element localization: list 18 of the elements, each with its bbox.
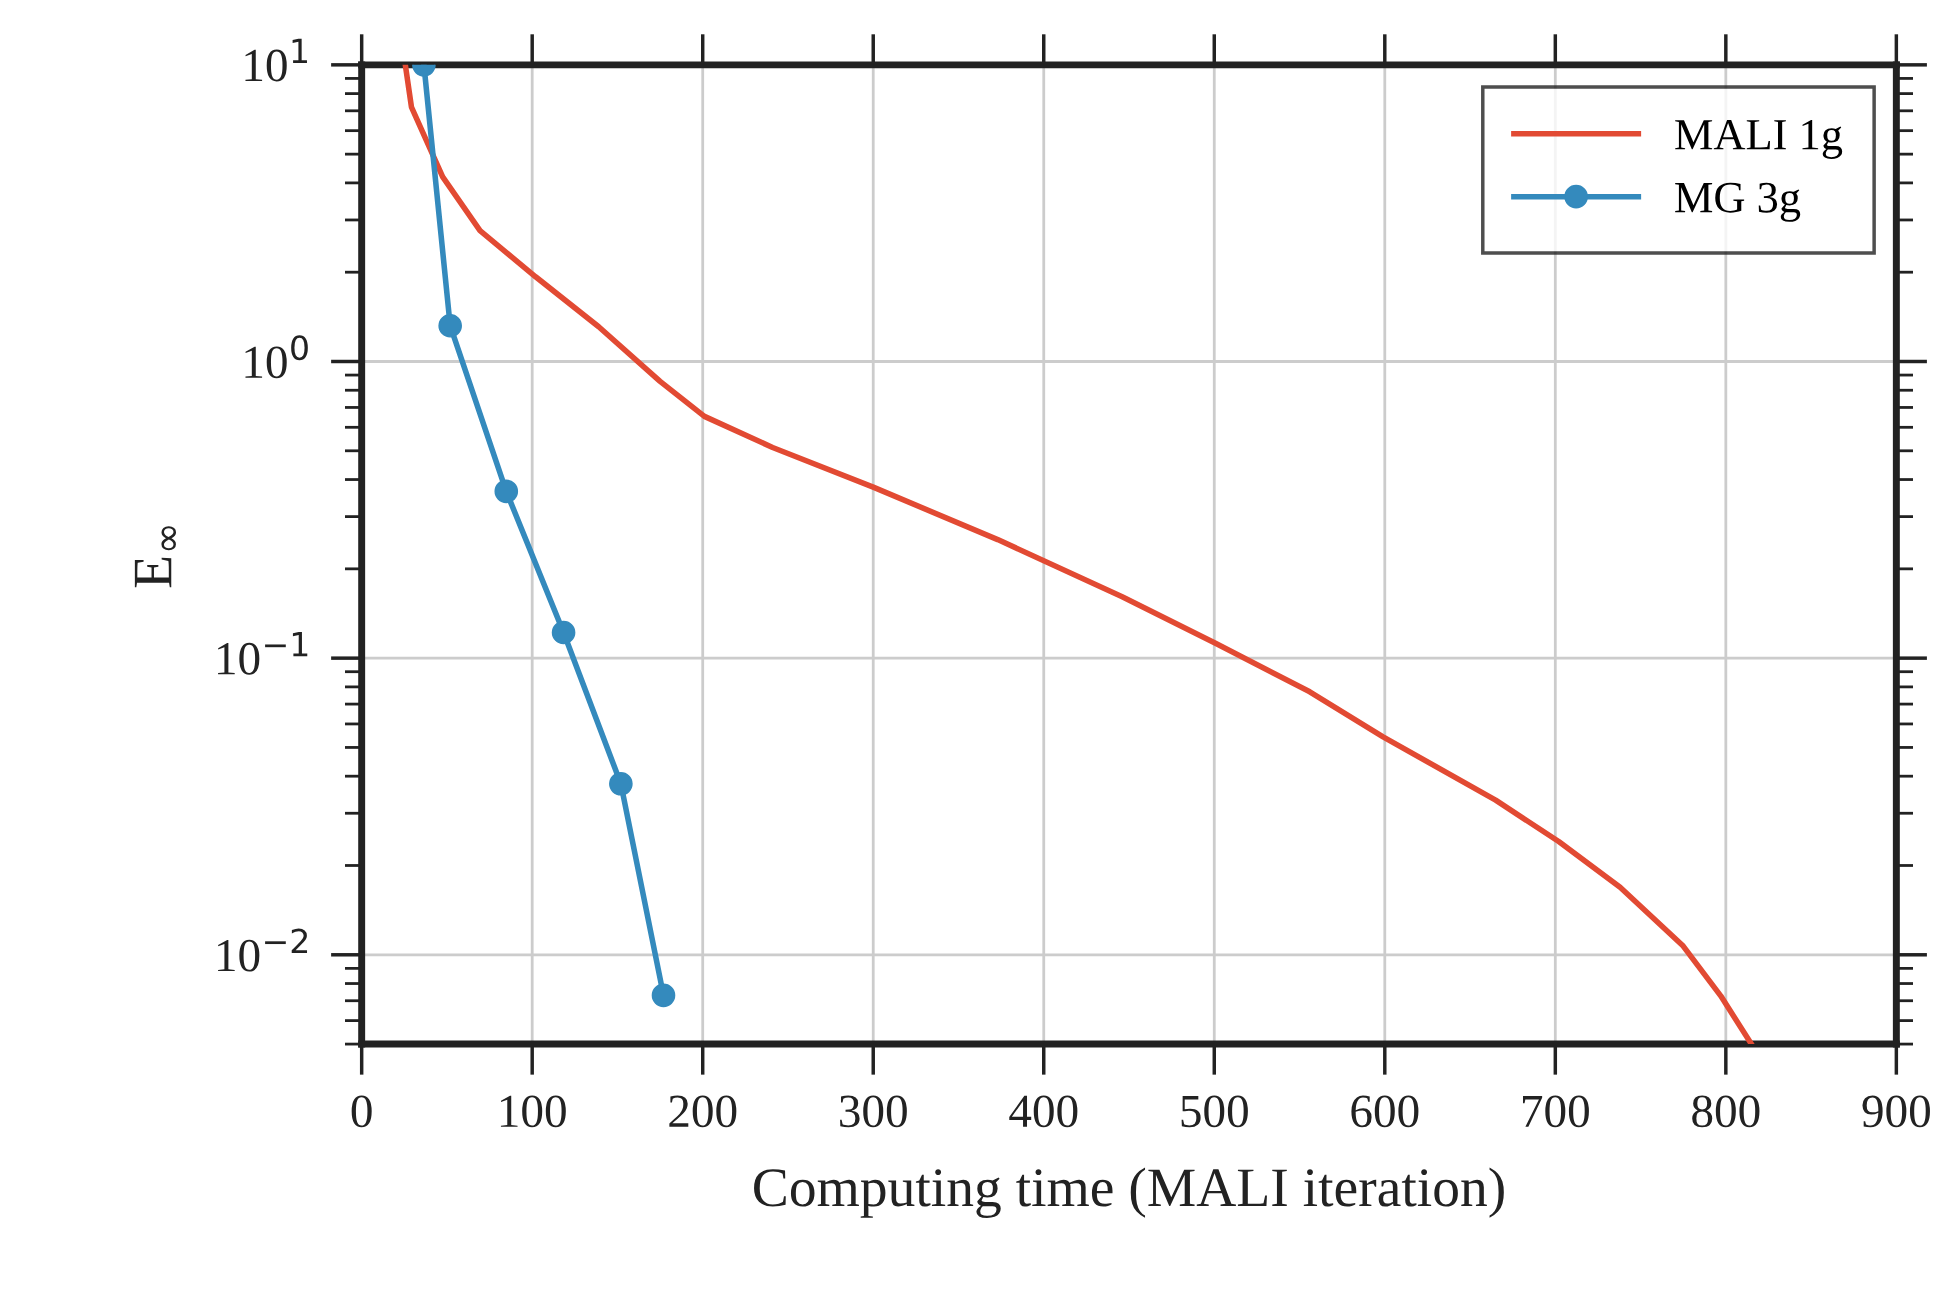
y-axis-title: E$_{∞}$ [134, 526, 177, 588]
x-tick-label: 900 [1862, 1095, 1930, 1128]
x-tick-label: 200 [669, 1095, 737, 1128]
x-axis-title: Computing time (MALI iteration) [754, 1167, 1504, 1218]
legend-label: MG 3g [1675, 182, 1801, 222]
x-tick-label: 700 [1523, 1095, 1589, 1128]
y-tick-label: 10$^{1}$ [245, 38, 307, 82]
x-tick-label: 500 [1181, 1095, 1248, 1128]
x-tick-label: 600 [1351, 1095, 1419, 1128]
x-tick-label: 100 [500, 1095, 566, 1128]
x-tick-label: 0 [351, 1095, 372, 1128]
x-tick-label: 300 [840, 1095, 907, 1128]
x-tick-label: 400 [1009, 1095, 1078, 1128]
y-tick-label: 10$^{−1}$ [218, 632, 308, 675]
x-tick-label: 800 [1692, 1095, 1760, 1128]
y-tick-label: 10$^{0}$ [245, 335, 308, 379]
legend-label: MALI 1g [1675, 119, 1843, 159]
y-tick-label: 10$^{−2}$ [218, 928, 308, 972]
